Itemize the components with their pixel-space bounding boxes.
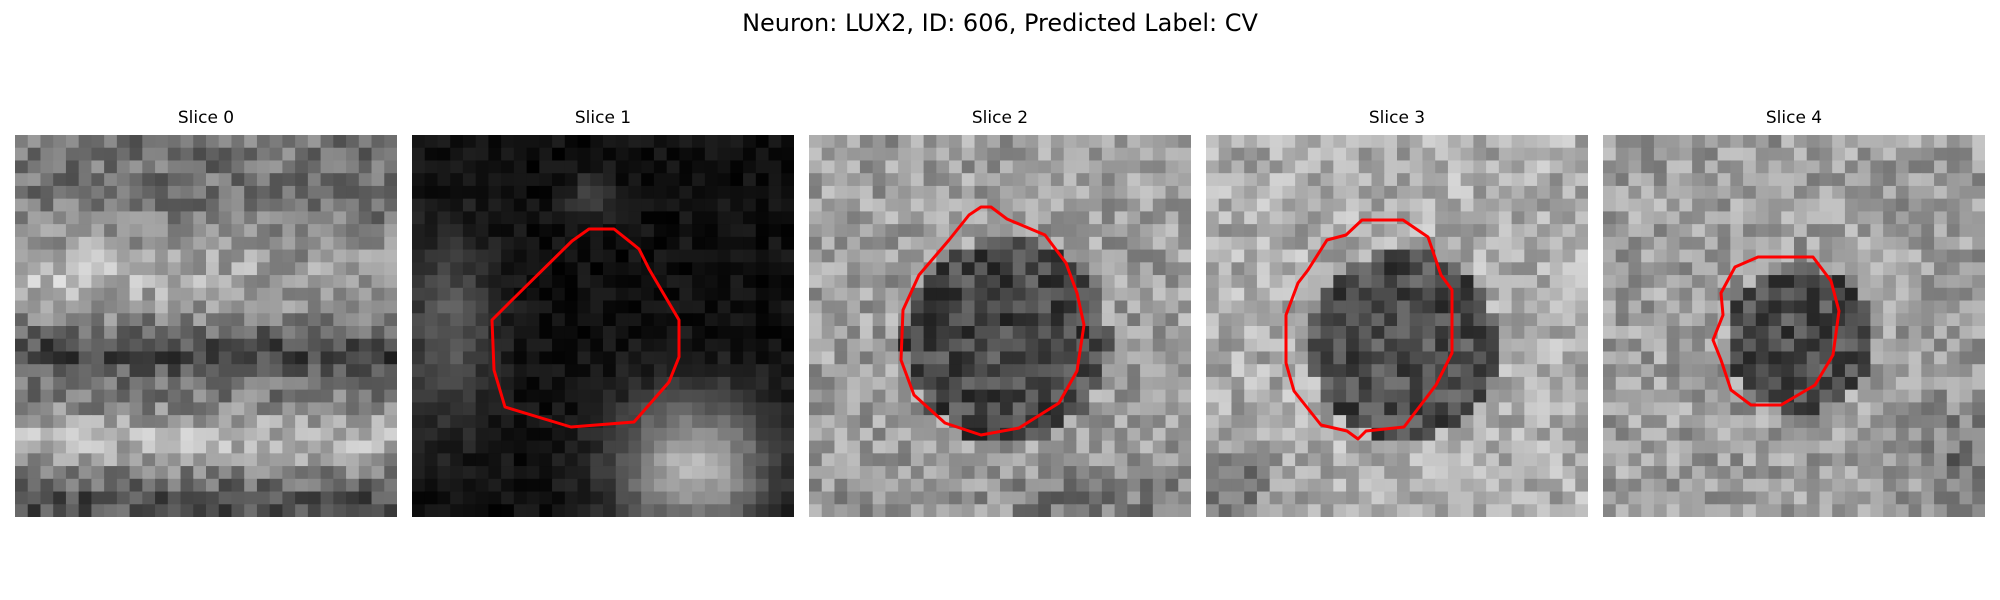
segmentation-contour-1 [490,227,681,429]
slice-title-4: Slice 4 [1765,108,1823,128]
slice-title-2: Slice 2 [971,108,1029,128]
segmentation-contour-3 [1284,218,1454,441]
segmentation-contour-2 [899,205,1086,437]
slice-panel-2: Slice 2 [809,108,1191,517]
slice-image-2 [809,135,1191,517]
slice-pixels-2 [809,135,1191,517]
slice-title-0: Slice 0 [177,108,235,128]
slice-panel-1: Slice 1 [412,108,794,517]
slice-image-1 [412,135,794,517]
slice-pixels-0 [15,135,397,517]
slice-panel-4: Slice 4 [1603,108,1985,517]
segmentation-contour-4 [1711,255,1841,407]
slice-pixels-4 [1603,135,1985,517]
slice-image-4 [1603,135,1985,517]
slice-title-1: Slice 1 [574,108,632,128]
slice-image-3 [1206,135,1588,517]
slice-image-0 [15,135,397,517]
slice-pixels-3 [1206,135,1588,517]
slice-pixels-1 [412,135,794,517]
figure-title: Neuron: LUX2, ID: 606, Predicted Label: … [742,9,1258,37]
slice-title-3: Slice 3 [1368,108,1426,128]
slice-panel-3: Slice 3 [1206,108,1588,517]
slice-panel-0: Slice 0 [15,108,397,517]
